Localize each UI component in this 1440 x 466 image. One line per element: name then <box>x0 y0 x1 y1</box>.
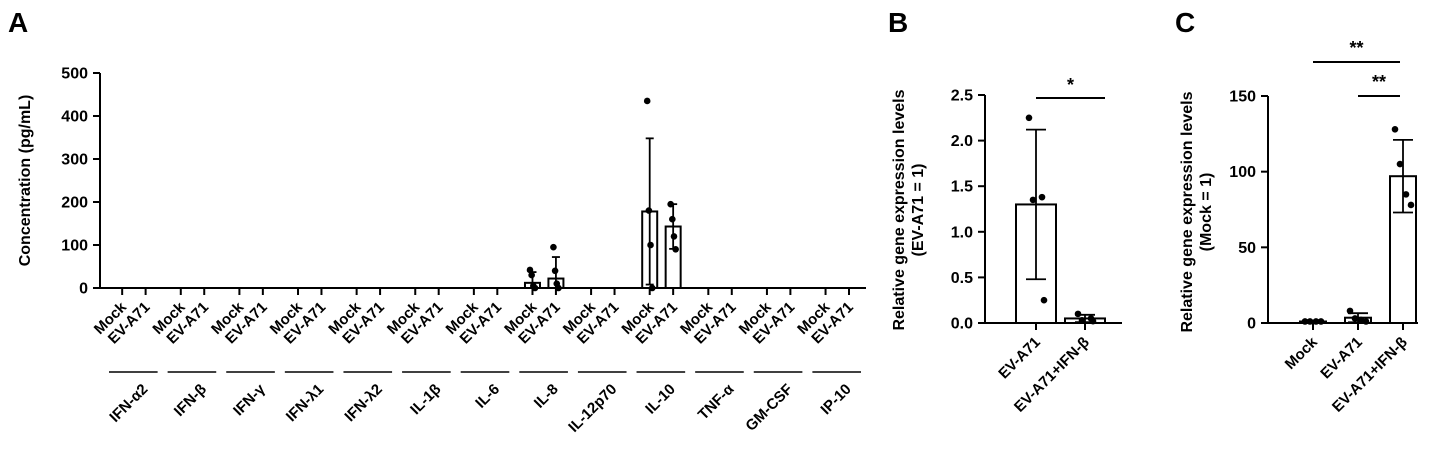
panel-letter-a: A <box>8 7 28 38</box>
b-significance-label: * <box>1067 75 1074 95</box>
b-data-point <box>1025 114 1033 122</box>
c-data-point <box>1301 318 1309 325</box>
c-data-point <box>1312 318 1320 325</box>
a-group-label: GM-CSF <box>742 381 796 435</box>
a-data-point <box>526 266 534 274</box>
a-group-label: IL-8 <box>531 381 562 412</box>
b-y-tick-label: 2.5 <box>951 88 973 105</box>
c-significance-label: ** <box>1372 72 1386 92</box>
a-data-point <box>648 284 656 292</box>
c-y-tick-label: 100 <box>1229 164 1256 181</box>
b-y-axis-title-unit: (EV-A71 = 1) <box>910 164 927 257</box>
a-y-tick-label: 100 <box>61 238 88 255</box>
b-y-axis-title: Relative gene expression levels <box>891 89 908 330</box>
c-category-label: Mock <box>1282 333 1322 373</box>
b-data-point <box>1038 193 1046 201</box>
a-data-point <box>667 200 674 208</box>
c-data-point <box>1306 318 1314 325</box>
c-y-axis-title-unit: (Mock = 1) <box>1198 173 1215 252</box>
b-y-tick-label: 0.0 <box>951 316 973 333</box>
a-group-label: IFN-β <box>171 381 210 420</box>
panel-letter-c: C <box>1175 7 1195 38</box>
a-data-point <box>643 97 651 105</box>
c-y-tick-label: 0 <box>1247 316 1256 333</box>
a-y-tick-label: 300 <box>61 152 88 169</box>
c-data-point <box>1357 316 1365 324</box>
a-data-point <box>672 246 679 253</box>
b-y-tick-label: 1.5 <box>951 179 973 196</box>
c-data-point <box>1317 318 1325 325</box>
a-group-label: IFN-α2 <box>106 381 151 426</box>
b-y-tick-label: 2.0 <box>951 133 973 150</box>
a-data-point <box>645 207 653 214</box>
c-data-point <box>1407 201 1415 209</box>
b-data-point <box>1029 196 1037 204</box>
a-data-point <box>669 215 676 223</box>
a-group-label: IL-10 <box>642 381 679 418</box>
panel-c-chart: C 0 50 100 150 Relative gene expression leve… <box>1175 7 1418 416</box>
b-data-point <box>1074 310 1082 318</box>
c-data-point <box>1351 315 1359 322</box>
a-data-point <box>670 233 678 240</box>
a-group-label: IFN-λ2 <box>341 381 385 425</box>
a-group-label: IL-1β <box>407 381 444 418</box>
a-group-label: IL-6 <box>472 381 503 412</box>
a-y-tick-label: 200 <box>61 195 88 212</box>
b-data-point <box>1089 317 1097 325</box>
c-data-point <box>1346 307 1354 315</box>
c-y-tick-label: 150 <box>1229 89 1256 106</box>
a-group-label: IL-12p70 <box>565 381 620 436</box>
a-y-tick-label: 400 <box>61 109 88 126</box>
a-y-axis-title: Concentration (pg/mL) <box>17 95 34 267</box>
b-data-point <box>1040 296 1048 304</box>
a-group-label: IFN-λ1 <box>283 381 327 425</box>
c-data-point <box>1402 191 1410 198</box>
panel-letter-b: B <box>888 7 908 38</box>
a-data-point <box>528 271 535 279</box>
a-group-label: IFN-γ <box>230 380 269 419</box>
a-group-label: IP-10 <box>817 381 854 418</box>
b-data-point <box>1078 316 1086 324</box>
b-y-tick-label: 0.5 <box>951 270 973 287</box>
c-y-tick-label: 50 <box>1238 240 1256 257</box>
a-data-point <box>550 243 557 251</box>
c-data-point <box>1391 125 1399 133</box>
a-group-label: TNF-α <box>695 380 738 423</box>
b-y-tick-label: 1.0 <box>951 224 973 241</box>
a-data-point <box>555 284 562 292</box>
a-y-tick-label: 0 <box>79 281 88 298</box>
c-data-point <box>1362 318 1370 325</box>
c-significance-label: ** <box>1349 38 1363 58</box>
a-data-point <box>551 267 559 275</box>
a-data-point <box>647 241 654 249</box>
c-data-point <box>1396 160 1404 168</box>
b-category-label: EV-A71 <box>995 334 1044 383</box>
a-y-tick-label: 500 <box>61 66 88 83</box>
panel-b-chart: B 0.0 0.5 1.0 1.5 2.0 2.5 Relative gene expres… <box>888 7 1122 416</box>
c-y-axis-title: Relative gene expression levels <box>1179 91 1196 332</box>
a-data-point <box>531 284 539 292</box>
